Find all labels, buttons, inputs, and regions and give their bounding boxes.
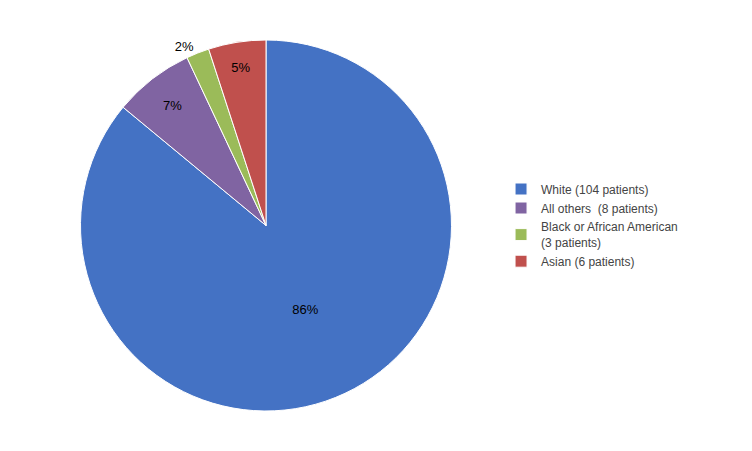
svg-text:Asian (6 patients): Asian (6 patients) bbox=[541, 255, 634, 269]
svg-text:2%: 2% bbox=[175, 39, 194, 54]
svg-text:5%: 5% bbox=[231, 60, 250, 75]
svg-text:All others (8 patients): All others (8 patients) bbox=[541, 202, 658, 216]
svg-text:White (104 patients): White (104 patients) bbox=[541, 183, 648, 197]
svg-text:7%: 7% bbox=[163, 98, 182, 113]
svg-text:86%: 86% bbox=[292, 302, 318, 317]
svg-text:Black or African American(3 pa: Black or African American(3 patients) bbox=[541, 220, 678, 250]
